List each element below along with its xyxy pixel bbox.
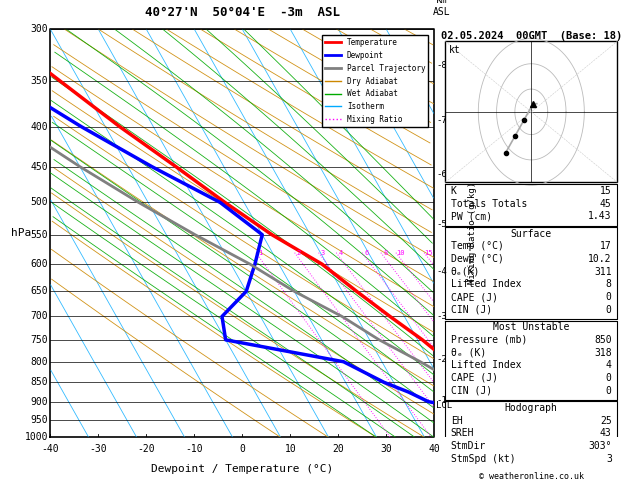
- Text: 6: 6: [364, 250, 369, 256]
- Text: 850: 850: [31, 377, 48, 387]
- Text: K: K: [451, 186, 457, 196]
- Legend: Temperature, Dewpoint, Parcel Trajectory, Dry Adiabat, Wet Adiabat, Isotherm, Mi: Temperature, Dewpoint, Parcel Trajectory…: [323, 35, 428, 127]
- Text: θₑ(K): θₑ(K): [451, 267, 480, 277]
- Text: 4: 4: [338, 250, 343, 256]
- Text: StmDir: StmDir: [451, 441, 486, 451]
- Text: Hodograph: Hodograph: [505, 403, 558, 413]
- Text: -7: -7: [436, 116, 447, 125]
- Text: 700: 700: [31, 312, 48, 321]
- Text: 300: 300: [31, 24, 48, 34]
- Text: Temp (°C): Temp (°C): [451, 242, 504, 251]
- Text: CAPE (J): CAPE (J): [451, 292, 498, 302]
- Text: -5: -5: [436, 220, 447, 228]
- Text: -8: -8: [436, 61, 447, 70]
- Text: Most Unstable: Most Unstable: [493, 322, 569, 332]
- Text: -40: -40: [42, 444, 59, 453]
- Text: Lifted Index: Lifted Index: [451, 279, 521, 289]
- Text: 1: 1: [258, 250, 262, 256]
- Text: Dewpoint / Temperature (°C): Dewpoint / Temperature (°C): [151, 464, 333, 474]
- Text: 4: 4: [606, 360, 612, 370]
- Text: 1000: 1000: [25, 433, 48, 442]
- Text: -4: -4: [436, 267, 447, 276]
- Text: -30: -30: [89, 444, 107, 453]
- Text: StmSpd (kt): StmSpd (kt): [451, 454, 516, 464]
- Text: 0: 0: [240, 444, 245, 453]
- Text: 30: 30: [381, 444, 392, 453]
- Text: 750: 750: [31, 335, 48, 345]
- Text: kt: kt: [449, 46, 461, 55]
- Text: 40°27'N  50°04'E  -3m  ASL: 40°27'N 50°04'E -3m ASL: [145, 6, 340, 19]
- Text: -20: -20: [138, 444, 155, 453]
- Text: 17: 17: [600, 242, 612, 251]
- Text: 900: 900: [31, 397, 48, 407]
- Text: Surface: Surface: [511, 229, 552, 239]
- Text: Totals Totals: Totals Totals: [451, 199, 527, 208]
- Text: 15: 15: [600, 186, 612, 196]
- Text: 311: 311: [594, 267, 612, 277]
- Text: Dewp (°C): Dewp (°C): [451, 254, 504, 264]
- Text: 02.05.2024  00GMT  (Base: 18): 02.05.2024 00GMT (Base: 18): [441, 31, 622, 41]
- Text: SREH: SREH: [451, 429, 474, 438]
- Text: hPa: hPa: [11, 228, 31, 238]
- Text: PW (cm): PW (cm): [451, 211, 492, 221]
- Text: © weatheronline.co.uk: © weatheronline.co.uk: [479, 472, 584, 481]
- Text: 3: 3: [321, 250, 325, 256]
- Text: 10: 10: [284, 444, 296, 453]
- Text: CIN (J): CIN (J): [451, 305, 492, 315]
- Text: 43: 43: [600, 429, 612, 438]
- Text: 15: 15: [425, 250, 433, 256]
- Text: 350: 350: [31, 76, 48, 87]
- Text: 8: 8: [383, 250, 387, 256]
- Text: LCL: LCL: [436, 401, 452, 410]
- Text: CAPE (J): CAPE (J): [451, 373, 498, 383]
- Text: 1.43: 1.43: [588, 211, 612, 221]
- Text: -3: -3: [436, 312, 447, 321]
- Text: 8: 8: [606, 279, 612, 289]
- Text: 500: 500: [31, 197, 48, 208]
- Text: 40: 40: [428, 444, 440, 453]
- Text: 10: 10: [396, 250, 404, 256]
- Text: -10: -10: [186, 444, 203, 453]
- Text: 20: 20: [332, 444, 344, 453]
- Text: 2: 2: [297, 250, 301, 256]
- Text: -2: -2: [436, 355, 447, 364]
- Text: EH: EH: [451, 416, 462, 426]
- Text: -6: -6: [436, 170, 447, 178]
- Text: 303°: 303°: [588, 441, 612, 451]
- Text: 0: 0: [606, 305, 612, 315]
- Text: 318: 318: [594, 347, 612, 358]
- Text: 800: 800: [31, 357, 48, 367]
- Text: km
ASL: km ASL: [433, 0, 451, 17]
- Bar: [445, 41, 617, 182]
- Text: Mixing Ratio (g/kg): Mixing Ratio (g/kg): [468, 182, 477, 284]
- Text: 10.2: 10.2: [588, 254, 612, 264]
- Text: 0: 0: [606, 292, 612, 302]
- Text: CIN (J): CIN (J): [451, 385, 492, 396]
- Text: 400: 400: [31, 122, 48, 132]
- Text: θₑ (K): θₑ (K): [451, 347, 486, 358]
- Text: 0: 0: [606, 385, 612, 396]
- Text: 45: 45: [600, 199, 612, 208]
- Text: 450: 450: [31, 162, 48, 172]
- Text: 0: 0: [606, 373, 612, 383]
- Text: 850: 850: [594, 335, 612, 345]
- Text: Lifted Index: Lifted Index: [451, 360, 521, 370]
- Text: 25: 25: [600, 416, 612, 426]
- Text: 950: 950: [31, 415, 48, 425]
- Text: -1: -1: [436, 397, 447, 405]
- Text: 650: 650: [31, 286, 48, 296]
- Text: Pressure (mb): Pressure (mb): [451, 335, 527, 345]
- Text: 550: 550: [31, 230, 48, 240]
- Text: 3: 3: [606, 454, 612, 464]
- Text: 600: 600: [31, 259, 48, 269]
